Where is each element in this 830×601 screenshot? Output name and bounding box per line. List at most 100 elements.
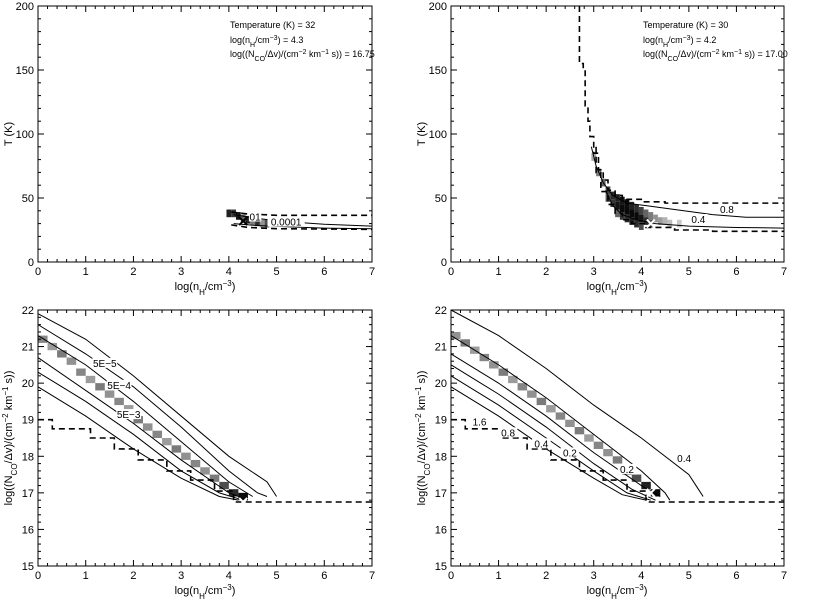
best-fit-marker (238, 497, 248, 507)
heatmap-cell (536, 397, 547, 406)
solid-contour (37, 324, 268, 497)
y-tick-label: 18 (22, 451, 34, 463)
dashed-contour (578, 6, 784, 204)
contour-label-bg (470, 416, 489, 427)
axes: 0 1 2 3 4 5 6 7 15 16 17 18 19 20 21 22 (22, 305, 375, 582)
heatmap-cell (546, 405, 556, 413)
y-tick-label: 200 (429, 1, 447, 13)
heatmap-cell (634, 204, 639, 213)
heatmap-cell (638, 214, 644, 223)
y-tick-label: 17 (22, 488, 34, 500)
x-tick-label: 1 (496, 570, 502, 582)
plot-frame (37, 309, 373, 567)
contour-labels: 1.6 0.8 0.4 0.2 0.2 0.4 (470, 416, 694, 476)
contour-label: 0.2 (620, 465, 634, 476)
heatmap-cell (555, 412, 566, 420)
heatmap-cell (648, 212, 654, 220)
contour-label: 5E−4 (107, 381, 131, 392)
heatmap-cell (603, 448, 613, 457)
x-tick-label: 5 (274, 570, 280, 582)
heatmap-cell (209, 474, 220, 482)
contour-label: 1.6 (473, 417, 487, 428)
heatmap-cell (219, 481, 229, 490)
y-tick-label: 21 (22, 342, 34, 354)
contour-label: 5E−5 (93, 359, 117, 370)
panel-bottom-right: 1.6 0.8 0.4 0.2 0.2 0.4 0 1 2 3 4 5 6 7 15 16 17 18 19 20 2… (414, 305, 788, 601)
y-tick-label: 15 (435, 561, 447, 573)
best-fit-x (238, 497, 248, 507)
heatmap-cell (181, 452, 191, 460)
heatmap-cell (615, 201, 620, 210)
y-tick-label: 0 (441, 257, 447, 269)
best-fit-x (646, 488, 656, 498)
x-tick-label: 7 (369, 266, 375, 278)
y-tick-label: 0 (28, 257, 34, 269)
contour-label: 5E−3 (117, 410, 141, 421)
x-tick-label: 4 (226, 266, 232, 278)
heatmap-cell (638, 222, 644, 230)
heatmap-cell (460, 339, 471, 347)
y-tick-label: 50 (435, 193, 447, 205)
heatmap-cell (114, 397, 124, 406)
heatmap-cell (133, 416, 143, 424)
heatmap-cell (676, 219, 682, 228)
contour-lines (37, 313, 372, 503)
heatmap-cell (662, 217, 668, 225)
heatmap-cell (162, 438, 172, 446)
heatmap-cell (38, 335, 48, 343)
y-tick-label: 16 (435, 524, 447, 536)
contour-label: 0.8 (501, 428, 515, 439)
x-tick-label: 6 (321, 266, 327, 278)
x-tick-label: 3 (591, 570, 597, 582)
x-tick-label: 5 (686, 570, 692, 582)
y-tick-label: 19 (435, 415, 447, 427)
heatmap-cell (624, 214, 630, 223)
heatmap-cell (631, 474, 642, 482)
contour-label: 0.4 (691, 215, 705, 226)
heatmap-cell (629, 209, 635, 218)
contour-lines (578, 6, 785, 233)
solid-contour (605, 190, 785, 229)
contour-label-bg (267, 216, 305, 227)
heatmap-cell (527, 390, 537, 398)
contour-label: 0.8 (720, 205, 734, 216)
contour-lines (450, 309, 784, 503)
heatmap-cell (584, 434, 594, 442)
solid-contour (37, 313, 277, 497)
annotation-temperature: Temperature (K) = 30 (643, 20, 728, 30)
contour-label: 0.4 (677, 454, 691, 465)
solid-contour (450, 364, 656, 501)
heatmap-cell (142, 423, 153, 431)
contour-label-bg (617, 463, 637, 474)
solid-contour (450, 353, 661, 497)
heatmap-cell (629, 217, 635, 225)
heatmap-cell (245, 215, 251, 224)
heatmap-cell (610, 199, 616, 207)
contour-label: 0.0001 (271, 218, 302, 229)
y-tick-label: 150 (16, 65, 34, 77)
contour-label-bg (248, 211, 262, 222)
y-tick-label: 100 (16, 129, 34, 141)
x-tick-label: 5 (274, 266, 280, 278)
x-tick-label: 7 (781, 570, 787, 582)
heatmap-cell (57, 350, 67, 358)
contour-label: 0.2 (563, 448, 577, 459)
x-tick-label: 1 (83, 266, 89, 278)
heatmap-cell (255, 218, 260, 227)
y-tick-label: 20 (22, 378, 34, 390)
y-tick-label: 150 (429, 65, 447, 77)
heatmap-cell (238, 492, 248, 501)
best-fit-marker (646, 488, 656, 498)
contour-label-bg (717, 203, 737, 214)
y-tick-label: 19 (22, 415, 34, 427)
heatmap-cell (619, 204, 625, 213)
heatmap-cell (643, 217, 649, 225)
heatmap-cell (624, 206, 630, 215)
best-fit-marker (238, 216, 248, 226)
solid-contour (590, 146, 784, 218)
annotation-temperature: Temperature (K) = 32 (230, 20, 315, 30)
heatmap-cell (634, 212, 639, 220)
heatmap-cells (38, 335, 248, 501)
x-axis-label: log(nH/cm−3) (587, 583, 648, 601)
